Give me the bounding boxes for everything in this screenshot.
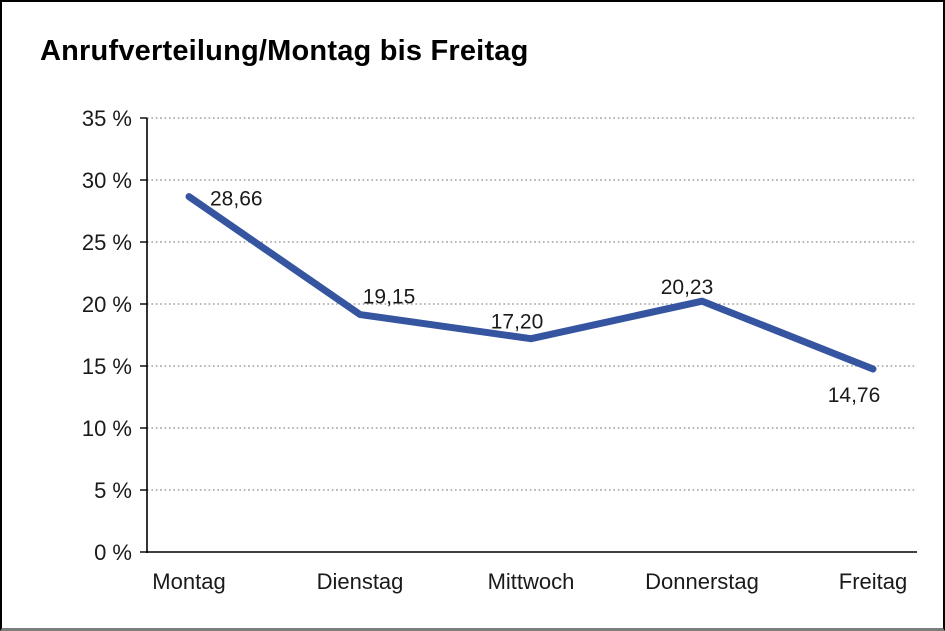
y-tick-label: 35 % (82, 106, 132, 131)
chart-title: Anrufverteilung/Montag bis Freitag (40, 35, 529, 67)
y-tick-label: 25 % (82, 230, 132, 255)
x-tick-label: Freitag (839, 569, 907, 594)
series-line (185, 193, 877, 373)
x-tick-label: Mittwoch (488, 569, 575, 594)
x-tick-label: Donnerstag (645, 569, 759, 594)
y-tick-label: 30 % (82, 168, 132, 193)
data-label: 17,20 (491, 311, 544, 334)
x-tick-label: Dienstag (317, 569, 404, 594)
data-label: 14,76 (828, 384, 881, 407)
data-label: 28,66 (210, 188, 263, 211)
y-tick-label: 20 % (82, 292, 132, 317)
y-tick-label: 0 % (94, 540, 132, 565)
data-label: 19,15 (363, 286, 416, 309)
y-tick-label: 15 % (82, 354, 132, 379)
y-tick-label: 10 % (82, 416, 132, 441)
x-tick-label: Montag (152, 569, 225, 594)
y-tick-label: 5 % (94, 478, 132, 503)
data-label: 20,23 (661, 276, 714, 299)
